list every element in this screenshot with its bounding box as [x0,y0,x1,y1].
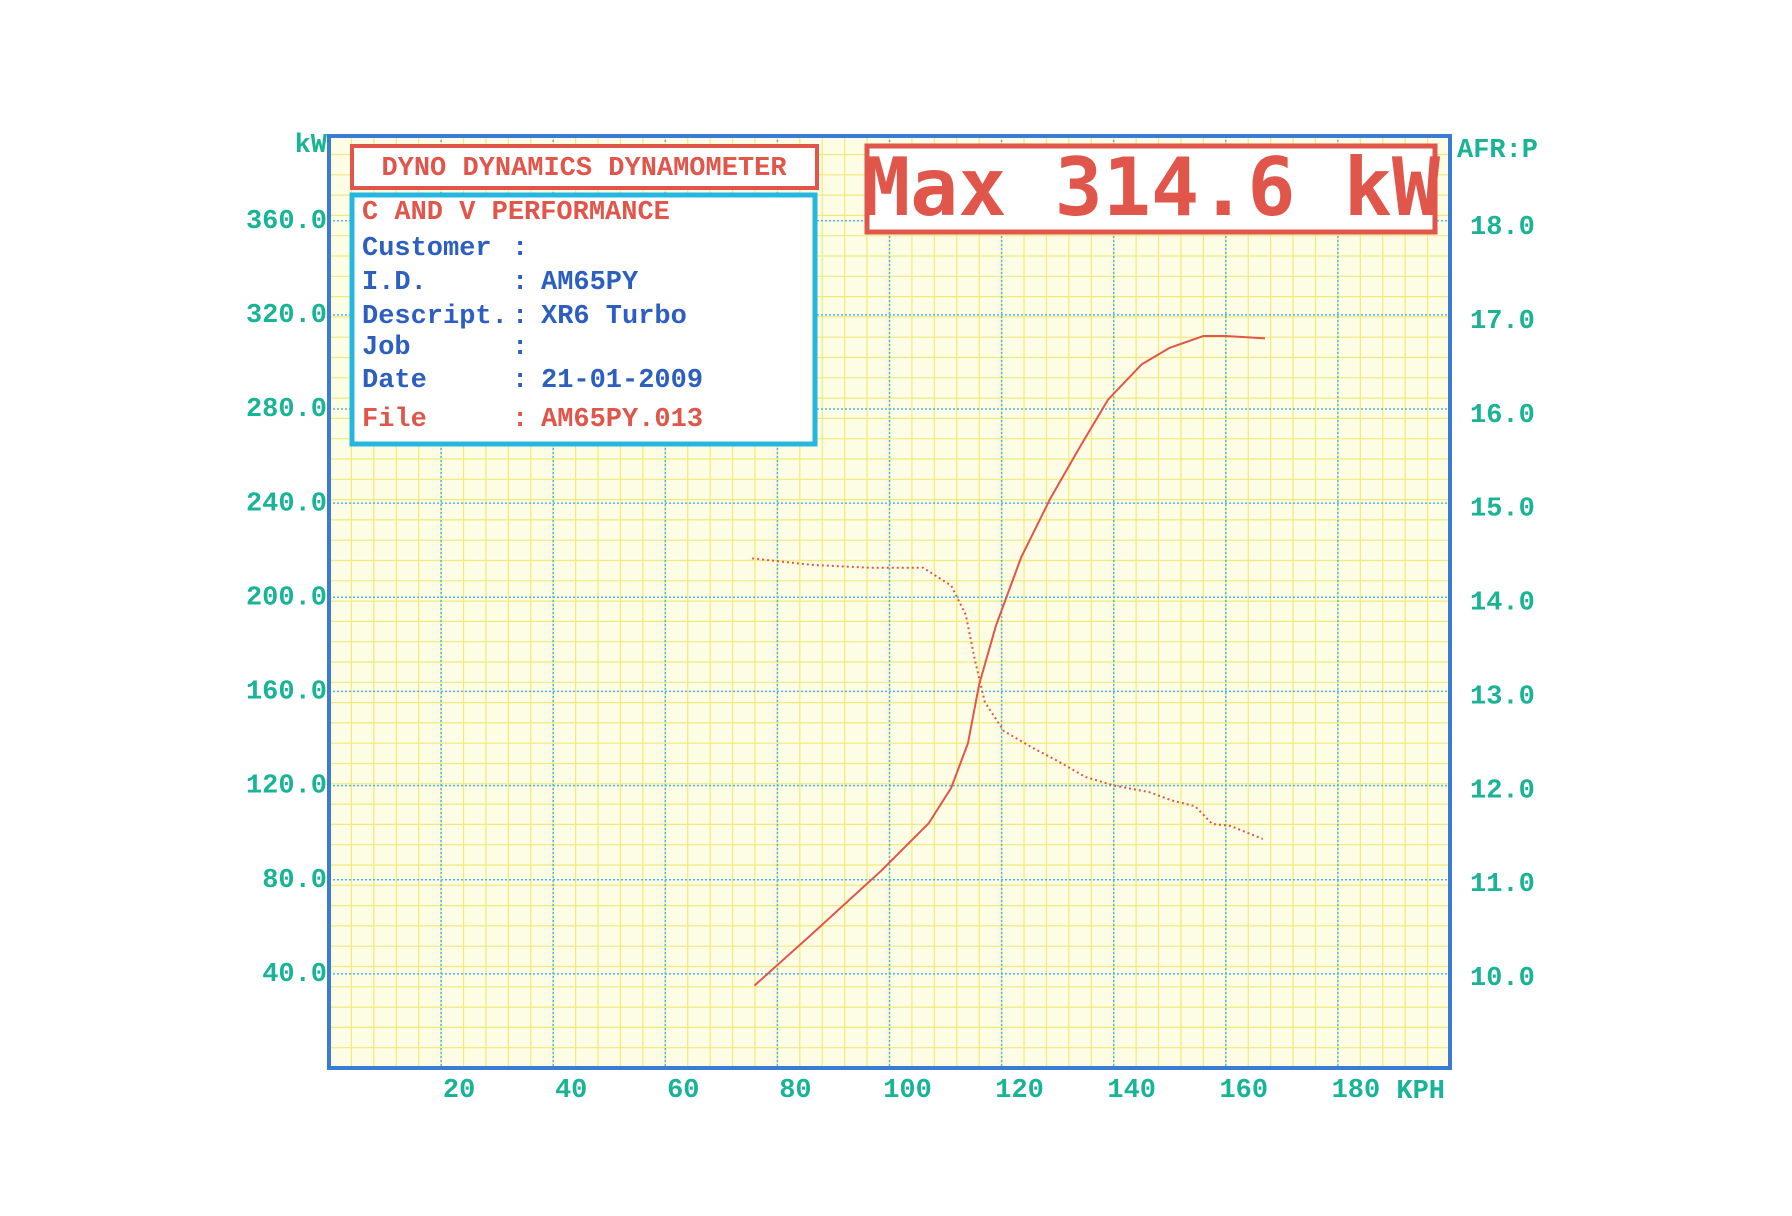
info-label: Job [362,333,411,363]
annotation: Max 314.6 kW [862,141,1441,234]
y-tick-label: 120.0 [246,772,327,802]
info-separator: : [512,234,528,264]
info-label: File [362,405,427,435]
annotation-box [864,143,1438,235]
info-separator: : [512,366,528,396]
y-axis-label: kW [295,131,328,161]
info-box [349,192,818,447]
info-separator: : [512,405,528,435]
info-label: I.D. [362,268,427,298]
x-tick-label: 20 [443,1076,475,1106]
x-tick-label: 80 [779,1076,811,1106]
x-tick-label: 120 [995,1076,1044,1106]
y-tick-label: 320.0 [246,301,327,331]
info-label: Customer [362,234,492,264]
y2-tick-label: 12.0 [1470,776,1535,806]
x-tick-label: 180 [1332,1076,1381,1106]
y2-tick-label: 14.0 [1470,589,1535,619]
y-tick-label: 160.0 [246,678,327,708]
y2-tick-label: 17.0 [1470,307,1535,337]
y2-tick-label: 18.0 [1470,213,1535,243]
info-separator: : [512,333,528,363]
y2-tick-label: 16.0 [1470,401,1535,431]
x-tick-label: 140 [1107,1076,1156,1106]
x-tick-label: 60 [667,1076,699,1106]
y2-tick-label: 10.0 [1470,964,1535,994]
info-heading: C AND V PERFORMANCE [362,198,670,228]
info-label: Descript. [362,302,508,332]
info-separator: : [512,302,528,332]
info-label: Date [362,366,427,396]
y2-tick-label: 13.0 [1470,682,1535,712]
x-tick-label: 40 [555,1076,587,1106]
info-value: AM65PY.013 [541,405,703,435]
x-axis-label: KPH [1396,1077,1445,1107]
y-tick-label: 280.0 [246,395,327,425]
chart-title: DYNO DYNAMICS DYNAMOMETER [381,154,787,184]
y-tick-label: 360.0 [246,207,327,237]
info-separator: : [512,268,528,298]
title-box [350,144,819,190]
y-tick-label: 40.0 [262,960,327,990]
info-value: AM65PY [541,268,639,298]
y-tick-label: 80.0 [262,866,327,896]
y2-axis-label: AFR:P [1457,136,1538,166]
y2-tick-label: 15.0 [1470,495,1535,525]
y-tick-label: 200.0 [246,583,327,613]
info-value: 21-01-2009 [541,366,703,396]
data-line [753,335,1266,987]
data-line [752,557,1264,840]
y-tick-label: 240.0 [246,489,327,519]
x-tick-label: 160 [1219,1076,1268,1106]
x-tick-label: 100 [883,1076,932,1106]
info-value: XR6 Turbo [541,302,687,332]
y2-tick-label: 11.0 [1470,870,1535,900]
plot-frame [327,134,1452,1070]
